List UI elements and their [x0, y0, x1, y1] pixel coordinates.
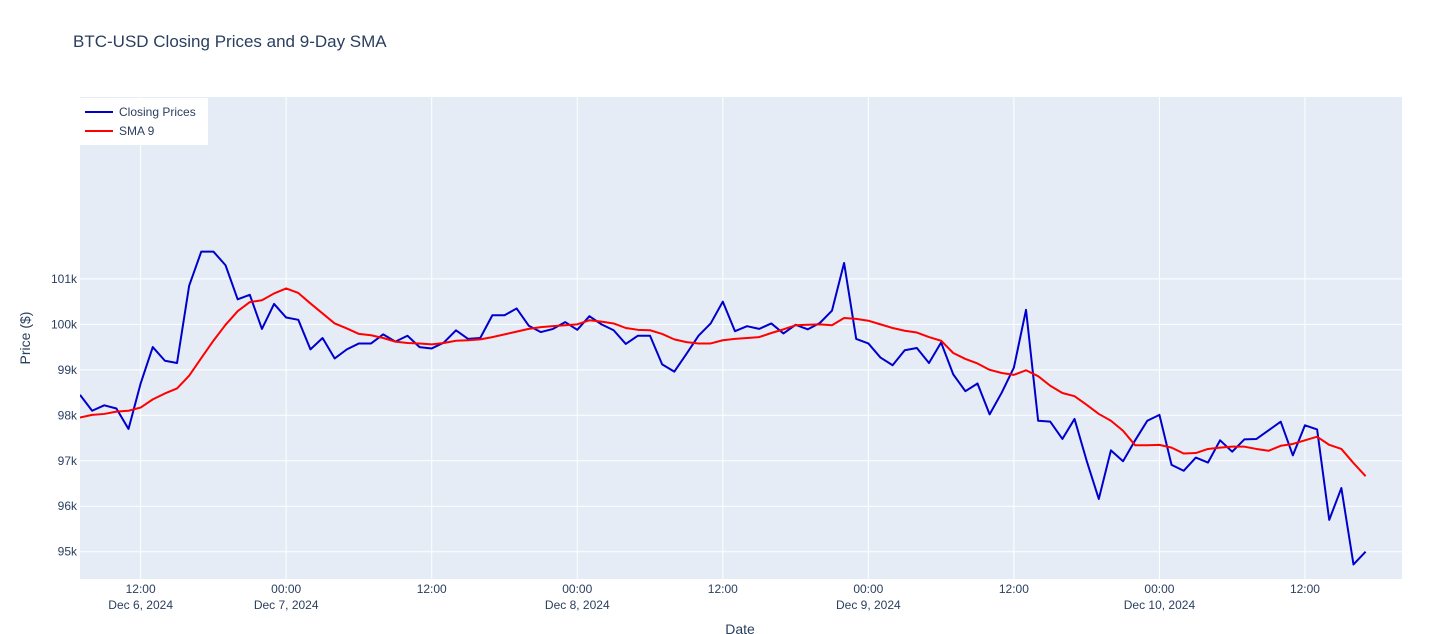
x-tick-date-label-5: Dec 9, 2024 — [836, 598, 901, 612]
x-tick-label-1: 00:00 — [271, 582, 301, 596]
y-axis-ticks: 95k 96k 97k 98k 99k 100k 101k — [51, 272, 78, 559]
series-line-closing-prices[interactable] — [80, 250, 1367, 566]
x-tick-label-5: 00:00 — [853, 582, 883, 596]
x-tick-label-2: 12:00 — [417, 582, 447, 596]
y-tick-label-96k: 96k — [58, 499, 78, 513]
x-tick-label-6: 12:00 — [999, 582, 1029, 596]
x-tick-label-4: 12:00 — [708, 582, 738, 596]
chart-title: BTC-USD Closing Prices and 9-Day SMA — [73, 32, 387, 51]
y-tick-label-101k: 101k — [51, 272, 78, 286]
legend-label-closing-prices[interactable]: Closing Prices — [119, 105, 196, 119]
x-tick-label-3: 00:00 — [562, 582, 592, 596]
x-axis-title: Date — [725, 621, 755, 634]
legend-label-sma-9[interactable]: SMA 9 — [119, 124, 155, 138]
x-tick-label-0: 12:00 — [126, 582, 156, 596]
y-tick-label-95k: 95k — [58, 545, 78, 559]
x-tick-date-label-1: Dec 7, 2024 — [254, 598, 319, 612]
legend: Closing Prices SMA 9 — [80, 98, 208, 145]
y-tick-label-99k: 99k — [58, 363, 78, 377]
x-tick-date-label-3: Dec 8, 2024 — [545, 598, 610, 612]
x-tick-label-8: 12:00 — [1290, 582, 1320, 596]
x-tick-date-label-7: Dec 10, 2024 — [1124, 598, 1196, 612]
series-line-sma-9[interactable] — [80, 287, 1367, 477]
x-tick-date-label-0: Dec 6, 2024 — [108, 598, 173, 612]
x-axis-ticks: 12:00 Dec 6, 2024 00:00 Dec 7, 2024 12:00 00:… — [108, 582, 1320, 612]
series-layer — [80, 250, 1367, 566]
y-tick-label-100k: 100k — [51, 317, 78, 331]
y-tick-label-97k: 97k — [58, 454, 78, 468]
x-tick-label-7: 00:00 — [1144, 582, 1174, 596]
y-tick-label-98k: 98k — [58, 408, 78, 422]
legend-background — [80, 98, 208, 145]
y-axis-title: Price ($) — [17, 312, 33, 365]
